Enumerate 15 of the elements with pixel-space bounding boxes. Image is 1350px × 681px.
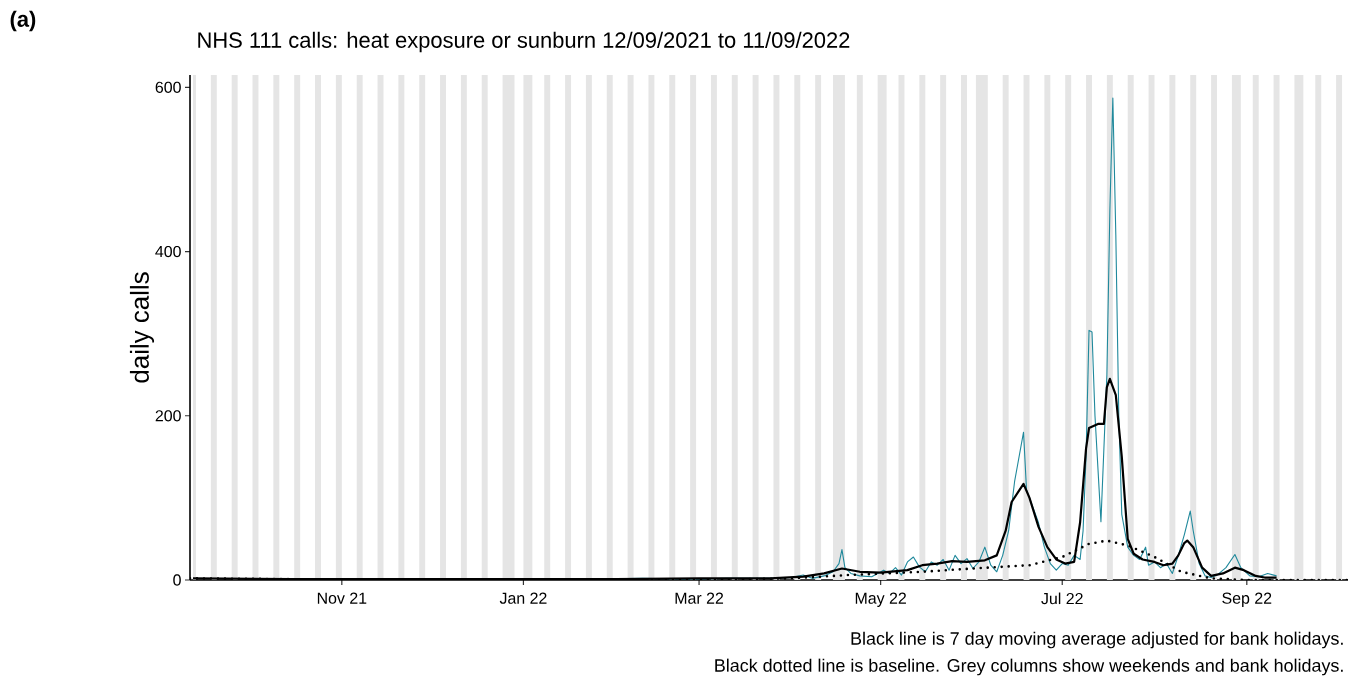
text: Black dotted line is baseline. Grey columns show weekends and bank holidays.: [715, 658, 1343, 676]
x-tick-label: Nov 21: [317, 592, 367, 604]
x-tick-label: Jan 22: [499, 592, 547, 604]
x-tick-label: Jul 22: [1041, 592, 1083, 605]
text: Black line is 7 day moving average adjusted for bank holidays.: [851, 631, 1343, 649]
text: (a): [10, 10, 36, 32]
y-tick-label: 200: [155, 410, 181, 422]
y-axis-title: daily calls: [129, 272, 155, 383]
y-tick-label: 600: [155, 81, 181, 93]
y-tick-label: 0: [173, 574, 181, 586]
y-tick-label: 400: [155, 245, 181, 258]
x-tick-label: Sep 22: [1222, 592, 1272, 607]
x-tick-label: Mar 22: [675, 592, 724, 604]
chart-title: NHS 111 calls: heat exposure or sunburn 12/09/2021 to 11/09/2022: [198, 31, 850, 53]
x-tick-label: May 22: [855, 592, 906, 607]
